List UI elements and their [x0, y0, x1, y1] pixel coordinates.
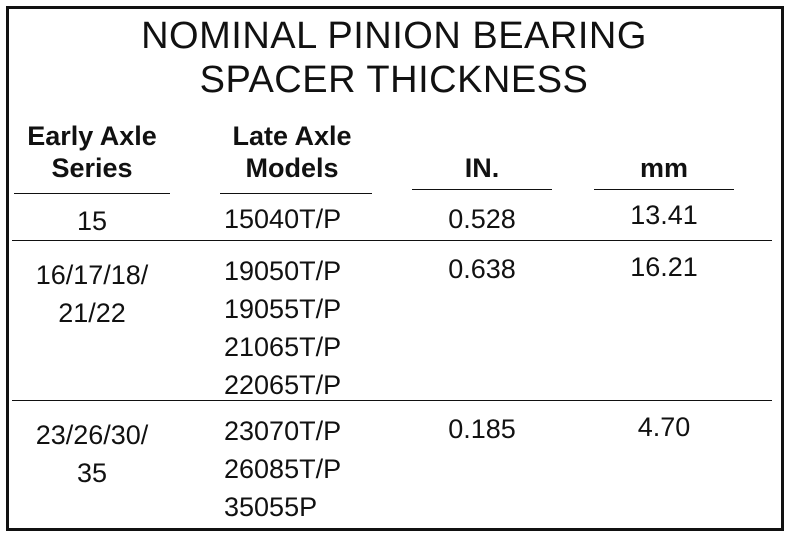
- row-1-in: 0.528: [448, 204, 516, 234]
- row-3-in: 0.185: [448, 414, 516, 444]
- row-2-early: 16/17/18/ 21/22: [14, 256, 170, 332]
- header-early-axle: Early Axle Series: [12, 120, 172, 184]
- header-early-axle-line-2: Series: [51, 153, 133, 183]
- row-1-early: 15: [14, 202, 170, 240]
- row-separator-2: [12, 400, 772, 401]
- row-3-late-line-3: 35055P: [224, 492, 318, 522]
- row-2-late-line-3: 21065T/P: [224, 332, 342, 362]
- row-3-late-line-2: 26085T/P: [224, 454, 342, 484]
- header-rule-mm: [594, 189, 734, 190]
- row-3-mm: 4.70: [637, 412, 691, 442]
- row-3-late: 23070T/P 26085T/P 35055P: [224, 412, 341, 526]
- row-2-late-line-2: 19055T/P: [224, 294, 342, 324]
- row-2-late-line-1: 19050T/P: [224, 256, 342, 286]
- row-2-early-line-2: 21/22: [58, 298, 126, 328]
- row-2-in: 0.638: [448, 254, 516, 284]
- row-3-early-line-1: 23/26/30/: [35, 420, 149, 450]
- row-2-mm: 16.21: [630, 252, 698, 282]
- row-1-mm: 13.41: [630, 200, 698, 230]
- header-mm: mm: [639, 153, 688, 183]
- header-late-axle-line-1: Late Axle: [232, 121, 352, 151]
- header-early-axle-line-1: Early Axle: [27, 121, 157, 151]
- row-3-early-line-2: 35: [76, 458, 108, 488]
- table-title-line-1: NOMINAL PINION BEARING: [141, 15, 647, 57]
- row-separator-1: [12, 240, 772, 241]
- row-3-late-line-1: 23070T/P: [224, 416, 342, 446]
- header-rule-early: [14, 193, 170, 194]
- row-3-early: 23/26/30/ 35: [14, 416, 170, 492]
- row-2-early-line-1: 16/17/18/: [35, 260, 149, 290]
- row-1-late: 15040T/P: [224, 200, 341, 238]
- header-rule-in: [412, 189, 552, 190]
- row-2-late: 19050T/P 19055T/P 21065T/P 22065T/P: [224, 252, 341, 404]
- row-1-early-line: 15: [76, 206, 108, 236]
- header-inches: IN.: [464, 153, 500, 183]
- header-rule-late: [220, 193, 372, 194]
- row-2-late-line-4: 22065T/P: [224, 370, 342, 400]
- header-late-axle: Late Axle Models: [212, 120, 372, 184]
- table-frame: [6, 6, 784, 531]
- table-title-line-2: SPACER THICKNESS: [199, 59, 589, 101]
- row-1-late-line: 15040T/P: [224, 204, 342, 234]
- header-late-axle-line-2: Models: [245, 153, 339, 183]
